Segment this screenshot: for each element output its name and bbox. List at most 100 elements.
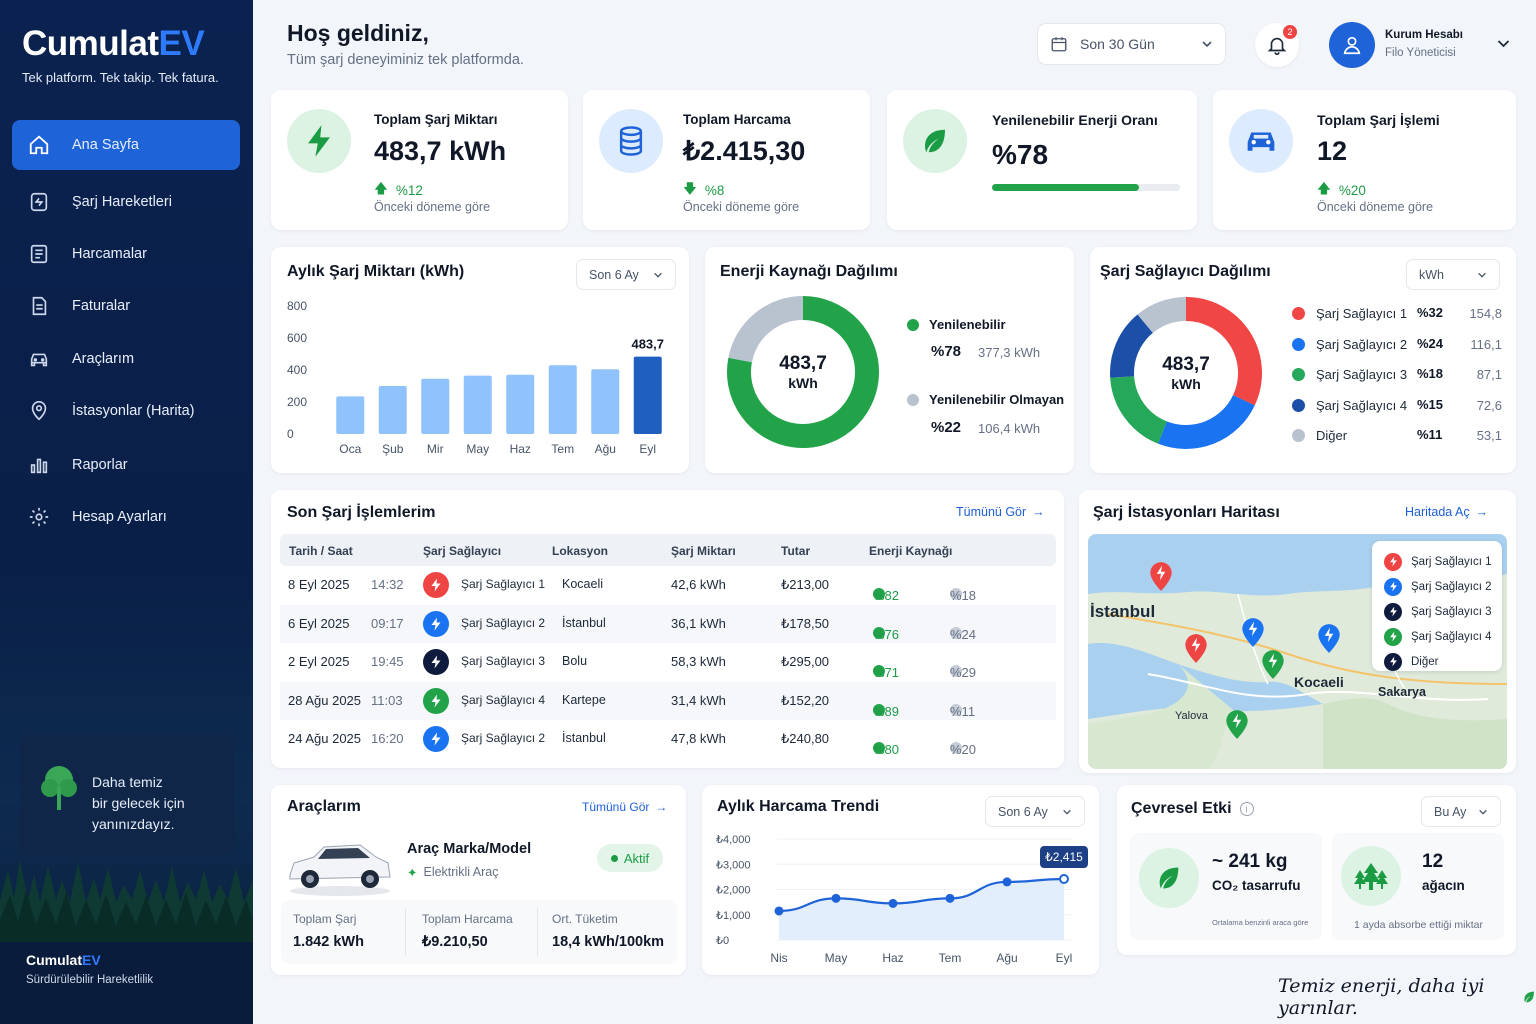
station-pin-provider-1-icon[interactable]: [1183, 632, 1209, 664]
provider-bolt-icon: [1384, 577, 1402, 596]
info-icon[interactable]: i: [1239, 802, 1254, 816]
sidebar-item-vehicles[interactable]: Araçlarım: [12, 334, 240, 384]
notification-badge: 2: [1283, 25, 1297, 39]
bar-Mir[interactable]: [421, 378, 450, 434]
bar-Haz[interactable]: [506, 374, 535, 434]
provider-donut-chart: [1110, 297, 1262, 449]
map-legend-item[interactable]: Şarj Sağlayıcı 1: [1384, 549, 1502, 574]
legend-name: Şarj Sağlayıcı 1: [1316, 306, 1408, 321]
open-map-link[interactable]: Haritada Aç →: [1405, 505, 1489, 519]
point-Nis[interactable]: [774, 906, 784, 916]
bar-May[interactable]: [463, 375, 492, 434]
cell-amount: ₺152,20: [781, 692, 830, 708]
sessions-see-all-link[interactable]: Tümünü Gör →: [956, 505, 1045, 519]
stat-value: 1.842 kWh: [293, 934, 364, 950]
table-row[interactable]: 28 Ağu 2025 11:03 Şarj Sağlayıcı 4 Kartepe 3…: [280, 681, 1056, 720]
cell-time: 09:17: [371, 615, 404, 631]
station-pin-provider-1-icon[interactable]: [1148, 560, 1174, 592]
sidebar-item-stations[interactable]: İstasyonlar (Harita): [12, 386, 240, 436]
trend-filter-select[interactable]: Son 6 Ay: [985, 796, 1085, 827]
station-pin-provider-4-icon[interactable]: [1260, 648, 1286, 680]
bar-Eyl[interactable]: [633, 356, 662, 434]
map-legend-item[interactable]: Şarj Sağlayıcı 4: [1384, 624, 1502, 649]
table-row[interactable]: 6 Eyl 2025 09:17 Şarj Sağlayıcı 2 İstanbul 3…: [280, 604, 1056, 643]
bar-Ağu[interactable]: [591, 369, 620, 434]
station-pin-provider-2-icon[interactable]: [1316, 622, 1342, 654]
kpi-delta-up: 🡅 %12: [374, 179, 423, 202]
car-icon: [30, 353, 48, 367]
sidebar-item-settings[interactable]: Hesap Ayarları: [12, 492, 240, 542]
legend-name: Şarj Sağlayıcı 2: [1316, 336, 1408, 352]
slice-5[interactable]: [1137, 297, 1187, 334]
slogan: Temiz enerji, daha iyi yarınlar.: [1278, 975, 1536, 1019]
cell-time: 19:45: [371, 654, 404, 669]
slice-2[interactable]: [728, 296, 804, 363]
notifications-button[interactable]: 2: [1255, 23, 1299, 67]
sidebar-item-charge-activity[interactable]: Şarj Hareketleri: [12, 177, 240, 227]
sidebar-item-label: Harcamalar: [72, 246, 147, 262]
provider-unit-select[interactable]: kWh: [1406, 259, 1500, 290]
point-Haz[interactable]: [888, 898, 898, 908]
map-legend-item[interactable]: Şarj Sağlayıcı 3: [1384, 599, 1502, 624]
vehicles-card: Araçlarım Tümünü Gör → Araç Marka/Model ✦…: [271, 785, 686, 975]
station-pin-provider-4-icon[interactable]: [1224, 708, 1250, 740]
slice-4[interactable]: [1110, 314, 1154, 378]
y-tick-label: 400: [287, 363, 307, 377]
stations-map[interactable]: İstanbul Kocaeli Sakarya Yalova Şarj Sağ…: [1088, 534, 1507, 769]
ev-bolt-icon: ✦: [407, 866, 418, 880]
sidebar-item-home[interactable]: Ana Sayfa: [12, 120, 240, 170]
x-tick-label: Haz: [510, 442, 531, 456]
co2-label: CO₂ tasarrufu: [1212, 878, 1301, 893]
co2-savings-tile: ~ 241 kg CO₂ tasarrufu Ortalama benzinli…: [1130, 833, 1322, 940]
avatar[interactable]: [1329, 22, 1375, 68]
kpi-delta-up: 🡅 %20: [1317, 179, 1366, 202]
column-header: Tutar: [781, 544, 811, 558]
greeting-title: Hoş geldiniz,: [287, 20, 429, 46]
map-legend-item[interactable]: Şarj Sağlayıcı 2: [1384, 574, 1502, 599]
map-legend-item[interactable]: Diğer: [1384, 649, 1502, 674]
x-tick-label: Haz: [882, 951, 903, 965]
column-header: Tarih / Saat: [289, 544, 353, 558]
cell-time: 16:20: [371, 731, 404, 746]
sidebar-item-reports[interactable]: Raporlar: [12, 440, 240, 490]
sidebar-footer: [0, 942, 253, 1024]
period-select[interactable]: Son 30 Gün: [1037, 23, 1226, 65]
table-row[interactable]: 2 Eyl 2025 19:45 Şarj Sağlayıcı 3 Bolu 58,3 …: [280, 643, 1056, 681]
point-May[interactable]: [831, 893, 841, 903]
cell-time: 11:03: [371, 692, 403, 708]
vehicles-see-all-link[interactable]: Tümünü Gör →: [582, 800, 668, 814]
slice-3[interactable]: [1110, 375, 1168, 444]
kpi-label: Yenilenebilir Enerji Oranı: [992, 112, 1158, 128]
legend-pct: %11: [1417, 427, 1443, 442]
kpi-label: Toplam Harcama: [683, 112, 791, 127]
point-Ağu[interactable]: [1002, 877, 1012, 887]
monthly-filter-select[interactable]: Son 6 Ay: [576, 259, 676, 290]
table-row[interactable]: 24 Ağu 2025 16:20 Şarj Sağlayıcı 2 İstanbul…: [280, 720, 1056, 758]
kpi-total-spend: Toplam Harcama ₺2.415,30 🡇 %8 Önceki döne…: [583, 90, 870, 230]
slice-2[interactable]: [1158, 394, 1255, 449]
bar-Oca[interactable]: [336, 396, 365, 434]
column-header: Şarj Sağlayıcı: [423, 544, 502, 558]
sidebar-item-expenses[interactable]: Harcamalar: [12, 229, 240, 279]
sidebar-item-invoices[interactable]: Faturalar: [12, 281, 240, 331]
point-Tem[interactable]: [945, 893, 955, 903]
account-menu-chevron-icon[interactable]: [1497, 39, 1510, 49]
stat-label: Toplam Şarj: [293, 912, 357, 926]
vehicle-stats: Toplam Şarj 1.842 kWh Toplam Harcama ₺9.…: [281, 900, 677, 964]
table-row[interactable]: 8 Eyl 2025 14:32 Şarj Sağlayıcı 1 Kocaeli 42…: [280, 566, 1056, 604]
bar-Şub[interactable]: [378, 386, 407, 434]
legend-pct: %78: [931, 343, 962, 360]
bar-Tem[interactable]: [548, 365, 577, 434]
slice-1[interactable]: [1185, 297, 1262, 406]
eco-filter-select[interactable]: Bu Ay: [1421, 796, 1501, 827]
legend-pct: %24: [1417, 335, 1444, 351]
slice-1[interactable]: [727, 296, 879, 448]
legend-pct: %22: [931, 419, 962, 436]
legend-item: Şarj Sağlayıcı 2 %24 116,1: [1292, 335, 1502, 355]
station-pin-provider-2-icon[interactable]: [1240, 616, 1266, 648]
legend-amount: 377,3 kWh: [978, 345, 1041, 360]
cell-kwh: 58,3 kWh: [671, 654, 726, 669]
sidebar-item-label: Hesap Ayarları: [72, 509, 167, 525]
point-Eyl[interactable]: [1059, 874, 1069, 885]
y-tick-label: 200: [287, 395, 307, 409]
